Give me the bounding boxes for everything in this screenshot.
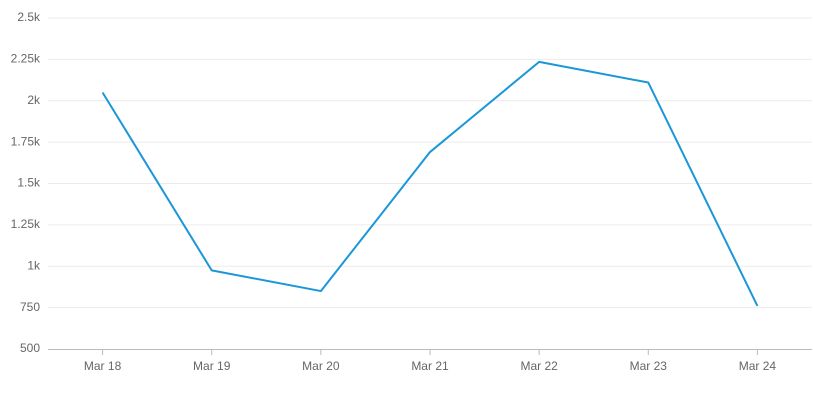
y-tick-label: 2k	[27, 93, 41, 107]
x-tick-label: Mar 22	[520, 359, 558, 373]
y-tick-label: 2.25k	[11, 52, 41, 66]
y-tick-label: 1.5k	[17, 176, 41, 190]
x-tick-label: Mar 19	[193, 359, 231, 373]
x-tick-label: Mar 21	[411, 359, 449, 373]
x-tick-label: Mar 23	[630, 359, 668, 373]
x-tick-label: Mar 20	[302, 359, 340, 373]
y-tick-label: 750	[20, 300, 40, 314]
y-tick-label: 500	[20, 341, 40, 355]
x-tick-label: Mar 18	[84, 359, 122, 373]
x-tick-label: Mar 24	[739, 359, 777, 373]
y-tick-label: 1.75k	[11, 134, 41, 148]
y-tick-label: 1k	[27, 258, 41, 272]
data-line	[101, 60, 759, 307]
y-tick-label: 2.5k	[17, 10, 41, 24]
y-tick-label: 1.25k	[11, 217, 41, 231]
